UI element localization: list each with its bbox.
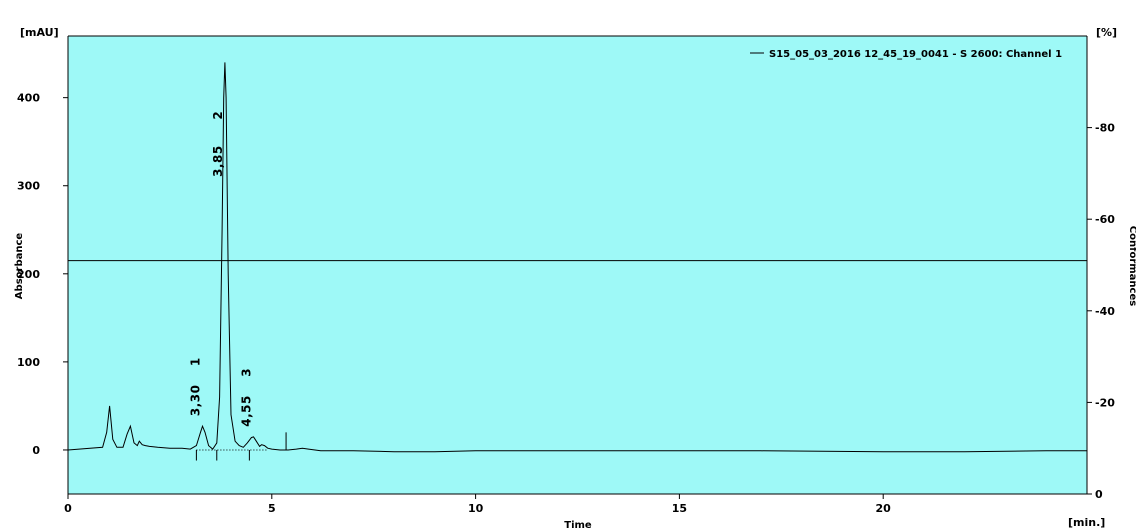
plot-background xyxy=(68,36,1087,494)
y2-tick-label: 0 xyxy=(1095,488,1103,501)
y2-unit-label: [%] xyxy=(1096,26,1117,39)
x-tick-label: 15 xyxy=(672,502,687,515)
y-tick-label: 0 xyxy=(32,444,40,457)
peak-time-label: 3,30 xyxy=(189,385,203,417)
x-tick-label: 10 xyxy=(468,502,484,515)
legend-text: S15_05_03_2016 12_45_19_0041 - S 2600: C… xyxy=(769,49,1062,60)
y-tick-label: 400 xyxy=(17,92,40,105)
x-tick-label: 5 xyxy=(268,502,276,515)
y-tick-label: 300 xyxy=(17,180,40,193)
peak-number-label: 2 xyxy=(211,111,225,120)
peak-number-label: 3 xyxy=(239,368,253,377)
y-tick-label: 200 xyxy=(17,268,40,281)
y-unit-label: [mAU] xyxy=(20,26,59,39)
y-axis-title: Absorbance xyxy=(14,233,25,300)
x-unit-label: [min.] xyxy=(1068,516,1105,528)
x-tick-label: 20 xyxy=(876,502,892,515)
peak-time-label: 3,85 xyxy=(211,145,225,177)
y2-tick-label: -20 xyxy=(1095,396,1115,409)
x-tick-label: 0 xyxy=(64,502,72,515)
series-line xyxy=(67,62,1087,453)
y2-tick-label: -40 xyxy=(1095,305,1115,318)
y2-tick-label: -80 xyxy=(1095,122,1115,135)
peak-time-label: 4,55 xyxy=(239,395,253,427)
y-tick-label: 100 xyxy=(17,356,40,369)
y2-tick-label: -60 xyxy=(1095,213,1115,226)
peak-number-label: 1 xyxy=(189,357,203,366)
y2-axis-title: Conformances xyxy=(1127,226,1136,306)
x-axis-title: Time xyxy=(564,520,592,528)
